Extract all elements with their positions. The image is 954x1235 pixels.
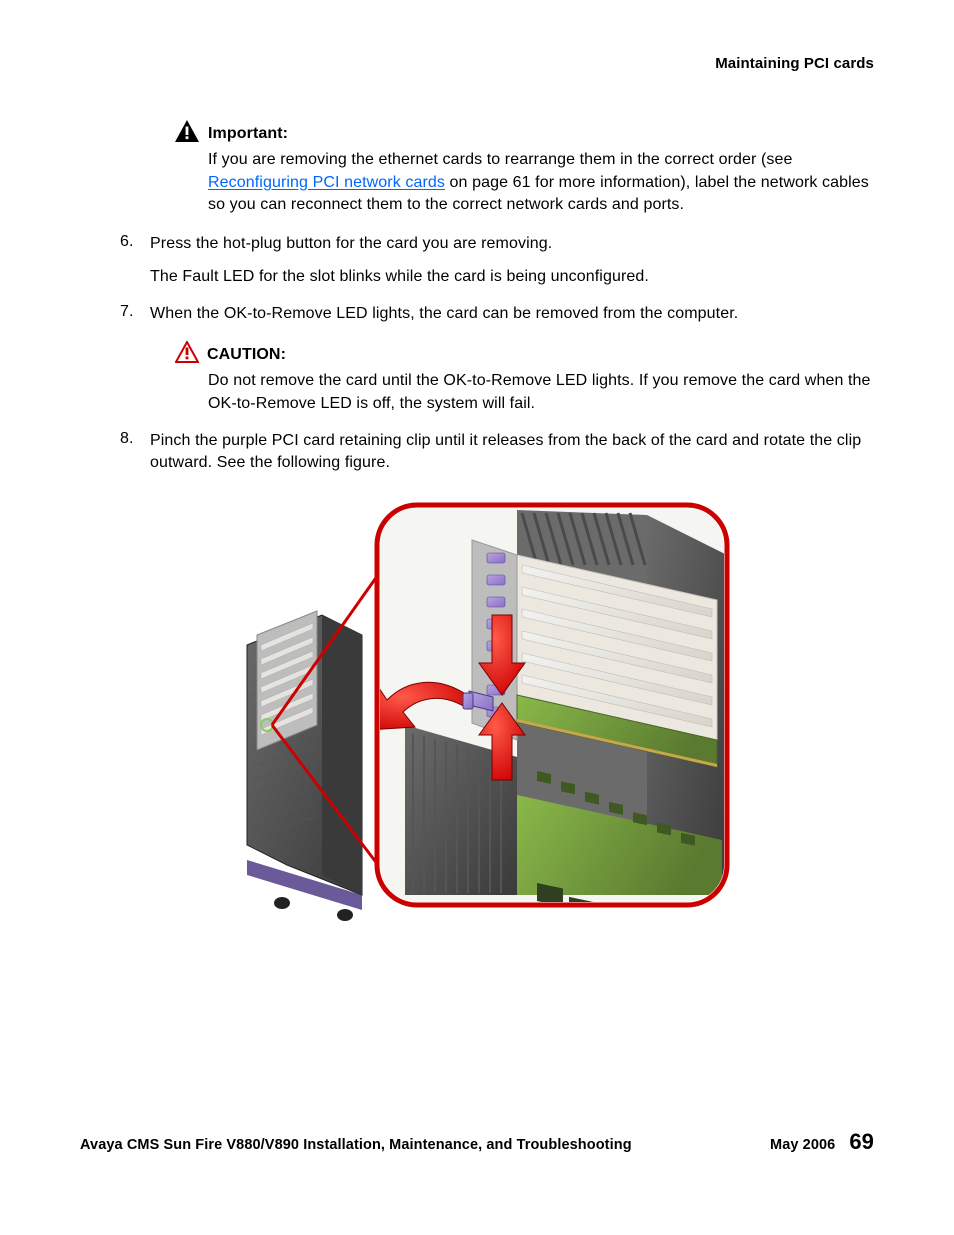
step-number: 8. bbox=[120, 428, 150, 475]
footer-date: May 2006 bbox=[770, 1137, 835, 1153]
important-note: Important: If you are removing the ether… bbox=[175, 120, 874, 217]
caution-body: Do not remove the card until the OK-to-R… bbox=[208, 370, 874, 415]
footer-title: Avaya CMS Sun Fire V880/V890 Installatio… bbox=[80, 1137, 632, 1153]
caution-head: CAUTION: bbox=[175, 341, 874, 368]
running-head: Maintaining PCI cards bbox=[80, 55, 874, 72]
step-8: 8. Pinch the purple PCI card retaining c… bbox=[120, 428, 874, 475]
caution-label: CAUTION: bbox=[207, 346, 286, 364]
document-page: Maintaining PCI cards Important: If you … bbox=[0, 0, 954, 1235]
important-label: Important: bbox=[208, 125, 288, 143]
warning-icon bbox=[175, 120, 199, 147]
reconfigure-link[interactable]: Reconfiguring PCI network cards bbox=[208, 174, 445, 191]
step-7: 7. When the OK-to-Remove LED lights, the… bbox=[120, 301, 874, 326]
important-body: If you are removing the ethernet cards t… bbox=[208, 149, 874, 217]
step-subtext: The Fault LED for the slot blinks while … bbox=[150, 266, 874, 289]
step-number: 6. bbox=[120, 231, 150, 288]
step-text: Pinch the purple PCI card retaining clip… bbox=[150, 430, 874, 475]
page-number: 69 bbox=[849, 1129, 874, 1155]
page-footer: Avaya CMS Sun Fire V880/V890 Installatio… bbox=[80, 1129, 874, 1155]
step-text: When the OK-to-Remove LED lights, the ca… bbox=[150, 303, 874, 326]
step-text: Press the hot-plug button for the card y… bbox=[150, 233, 874, 256]
step-6: 6. Press the hot-plug button for the car… bbox=[120, 231, 874, 288]
pci-clip-figure bbox=[80, 495, 874, 935]
caution-icon bbox=[175, 341, 199, 368]
step-number: 7. bbox=[120, 301, 150, 326]
